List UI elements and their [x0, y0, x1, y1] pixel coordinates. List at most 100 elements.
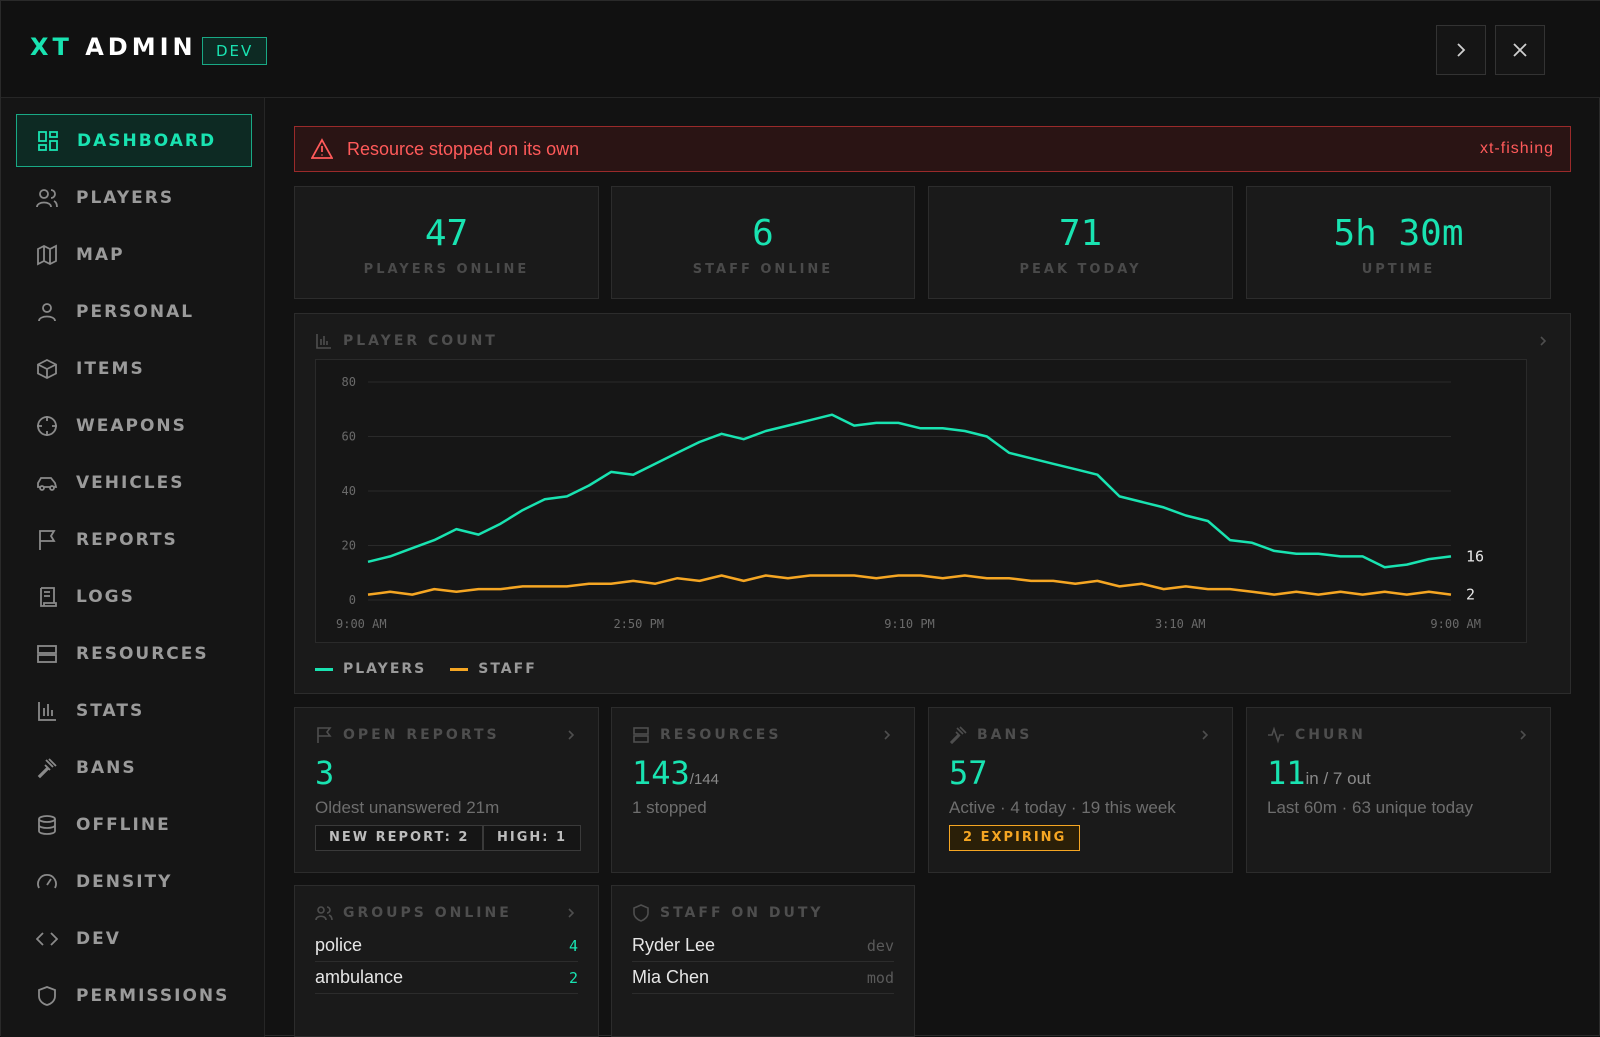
legend-label-players: PLAYERS — [343, 661, 427, 677]
card-title: STAFF ON DUTY — [660, 905, 824, 921]
sidebar-item-label: ITEMS — [76, 358, 145, 379]
stat-card-staff-online: 6 STAFF ONLINE — [611, 186, 915, 299]
chevron-right-icon[interactable] — [1536, 334, 1550, 348]
resources-value-wrap: 143/144 — [632, 754, 719, 792]
bans-value: 57 — [949, 754, 988, 792]
sidebar-item-dashboard[interactable]: DASHBOARD — [16, 114, 252, 167]
group-name: ambulance — [315, 967, 404, 987]
stat-value: 5h 30m — [1333, 213, 1464, 254]
open-reports-desc: Oldest unanswered 21m — [315, 798, 500, 817]
dashboard-icon — [35, 128, 61, 154]
sidebar: DASHBOARD PLAYERS MAP PERSONAL ITEMS WEA… — [1, 98, 265, 1037]
warning-icon — [311, 138, 333, 159]
card-header: OPEN REPORTS — [315, 725, 578, 745]
sidebar-item-map[interactable]: MAP — [16, 228, 252, 281]
stat-label: UPTIME — [1361, 262, 1436, 277]
resources-desc: 1 stopped — [632, 798, 707, 817]
group-count: 2 — [568, 968, 578, 987]
open-reports-value: 3 — [315, 754, 335, 792]
chevron-right-icon[interactable] — [564, 906, 578, 920]
collapse-button[interactable] — [1436, 25, 1486, 75]
sidebar-item-label: REPORTS — [76, 529, 178, 550]
expiring-tag[interactable]: 2 EXPIRING — [949, 825, 1081, 851]
high-priority-tag[interactable]: HIGH: 1 — [483, 825, 582, 851]
sidebar-item-vehicles[interactable]: VEHICLES — [16, 456, 252, 509]
map-icon — [34, 242, 60, 268]
bar-chart-icon — [316, 334, 331, 349]
stat-card-peak-today: 71 PEAK TODAY — [928, 186, 1233, 299]
sidebar-item-label: PERMISSIONS — [76, 985, 230, 1006]
churn-card[interactable]: CHURN 11in / 7 out Last 60m · 63 unique … — [1246, 707, 1551, 873]
users-icon — [315, 906, 333, 921]
close-button[interactable] — [1495, 25, 1545, 75]
list-item[interactable]: ambulance 2 — [315, 962, 578, 994]
end-value-label: 2 — [1466, 586, 1475, 604]
churn-desc: Last 60m · 63 unique today — [1267, 798, 1474, 817]
sidebar-item-players[interactable]: PLAYERS — [16, 171, 252, 224]
sidebar-item-label: RESOURCES — [76, 643, 209, 664]
list-item[interactable]: Ryder Lee dev — [632, 930, 894, 962]
list-item[interactable]: police 4 — [315, 930, 578, 962]
sidebar-item-reports[interactable]: REPORTS — [16, 513, 252, 566]
gavel-icon — [34, 755, 60, 781]
sidebar-item-label: WEAPONS — [76, 415, 187, 436]
user-icon — [34, 299, 60, 325]
sidebar-item-personal[interactable]: PERSONAL — [16, 285, 252, 338]
brand-name: ADMIN — [85, 33, 197, 61]
churn-value-wrap: 11in / 7 out — [1267, 754, 1371, 792]
alert-source: xt-fishing — [1479, 140, 1554, 157]
line-chart: 0 20 40 60 80 9:00 AM 2:50 PM 9:10 PM 3:10 AM 9:0… — [336, 375, 1484, 631]
bans-desc: Active · 4 today · 19 this week — [949, 798, 1176, 817]
player-count-panel: PLAYER COUNT 0 20 40 60 80 9:00 AM 2:50 PM 9:10… — [294, 313, 1571, 694]
server-icon — [34, 641, 60, 667]
card-header: STAFF ON DUTY — [632, 903, 894, 923]
server-icon — [633, 727, 649, 743]
resources-value: 143 — [632, 754, 690, 792]
flag-icon — [34, 527, 60, 553]
list-item[interactable]: Mia Chen mod — [632, 962, 894, 994]
chevron-right-icon[interactable] — [880, 728, 894, 742]
stat-label: STAFF ONLINE — [692, 262, 834, 277]
groups-online-card[interactable]: GROUPS ONLINE police 4 ambulance 2 — [294, 885, 599, 1037]
sidebar-item-bans[interactable]: BANS — [16, 741, 252, 794]
chevron-right-icon[interactable] — [1516, 728, 1530, 742]
stat-value: 47 — [424, 213, 469, 254]
sidebar-item-label: PERSONAL — [76, 301, 195, 322]
sidebar-item-resources[interactable]: RESOURCES — [16, 627, 252, 680]
sidebar-item-label: STATS — [76, 700, 145, 721]
card-header: GROUPS ONLINE — [315, 903, 578, 923]
alert-banner[interactable]: Resource stopped on its own xt-fishing — [294, 126, 1571, 172]
card-title: CHURN — [1295, 727, 1366, 743]
sidebar-item-offline[interactable]: OFFLINE — [16, 798, 252, 851]
sidebar-item-dev[interactable]: DEV — [16, 912, 252, 965]
resources-total: /144 — [689, 771, 719, 788]
env-badge: DEV — [202, 37, 268, 65]
card-header: RESOURCES — [632, 725, 894, 745]
sidebar-item-permissions[interactable]: PERMISSIONS — [16, 969, 252, 1022]
card-header: BANS — [949, 725, 1212, 745]
legend-swatch-staff — [450, 667, 469, 671]
sidebar-item-label: OFFLINE — [76, 814, 171, 835]
chevron-right-icon[interactable] — [1198, 728, 1212, 742]
sidebar-item-density[interactable]: DENSITY — [16, 855, 252, 908]
sidebar-item-weapons[interactable]: WEAPONS — [16, 399, 252, 452]
chevron-right-icon[interactable] — [564, 728, 578, 742]
series-line-staff — [367, 574, 1452, 596]
app-brand: XT ADMIN — [30, 33, 197, 61]
sidebar-item-label: MAP — [76, 244, 125, 265]
staff-on-duty-card[interactable]: STAFF ON DUTY Ryder Lee dev Mia Chen mod — [611, 885, 915, 1037]
sidebar-item-items[interactable]: ITEMS — [16, 342, 252, 395]
new-report-tag[interactable]: NEW REPORT: 2 — [315, 825, 484, 851]
sidebar-item-stats[interactable]: STATS — [16, 684, 252, 737]
x-tick-label: 2:50 PM — [613, 617, 664, 631]
end-value-label: 16 — [1466, 547, 1484, 565]
stat-card-uptime: 5h 30m UPTIME — [1246, 186, 1551, 299]
shield-icon — [34, 983, 60, 1009]
bans-card[interactable]: BANS 57 Active · 4 today · 19 this week … — [928, 707, 1233, 873]
sidebar-item-logs[interactable]: LOGS — [16, 570, 252, 623]
resources-card[interactable]: RESOURCES 143/144 1 stopped — [611, 707, 915, 873]
open-reports-card[interactable]: OPEN REPORTS 3 Oldest unanswered 21m NEW… — [294, 707, 599, 873]
stat-card-players-online: 47 PLAYERS ONLINE — [294, 186, 599, 299]
shield-icon — [633, 904, 649, 922]
